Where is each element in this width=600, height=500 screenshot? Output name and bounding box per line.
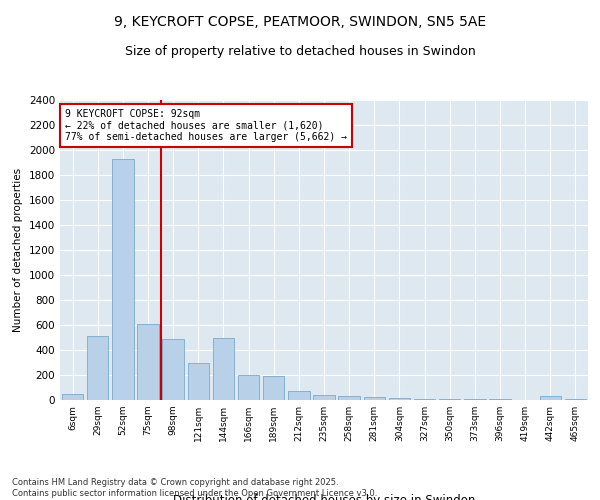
Bar	[439, 399, 460, 400]
Bar	[338, 396, 360, 400]
Bar	[313, 395, 335, 400]
Y-axis label: Number of detached properties: Number of detached properties	[13, 168, 23, 332]
Bar	[263, 376, 284, 400]
Bar	[539, 396, 561, 400]
Bar	[87, 336, 109, 400]
Bar	[137, 324, 158, 400]
Text: Contains HM Land Registry data © Crown copyright and database right 2025.
Contai: Contains HM Land Registry data © Crown c…	[12, 478, 377, 498]
Bar	[414, 399, 435, 400]
Bar	[238, 375, 259, 400]
Bar	[288, 390, 310, 400]
Bar	[163, 339, 184, 400]
Bar	[389, 398, 410, 400]
Text: Size of property relative to detached houses in Swindon: Size of property relative to detached ho…	[125, 45, 475, 58]
Bar	[364, 397, 385, 400]
Bar	[213, 338, 234, 400]
X-axis label: Distribution of detached houses by size in Swindon: Distribution of detached houses by size …	[173, 494, 475, 500]
Bar	[62, 394, 83, 400]
Bar	[188, 362, 209, 400]
Bar	[112, 159, 134, 400]
Text: 9, KEYCROFT COPSE, PEATMOOR, SWINDON, SN5 5AE: 9, KEYCROFT COPSE, PEATMOOR, SWINDON, SN…	[114, 15, 486, 29]
Text: 9 KEYCROFT COPSE: 92sqm
← 22% of detached houses are smaller (1,620)
77% of semi: 9 KEYCROFT COPSE: 92sqm ← 22% of detache…	[65, 109, 347, 142]
